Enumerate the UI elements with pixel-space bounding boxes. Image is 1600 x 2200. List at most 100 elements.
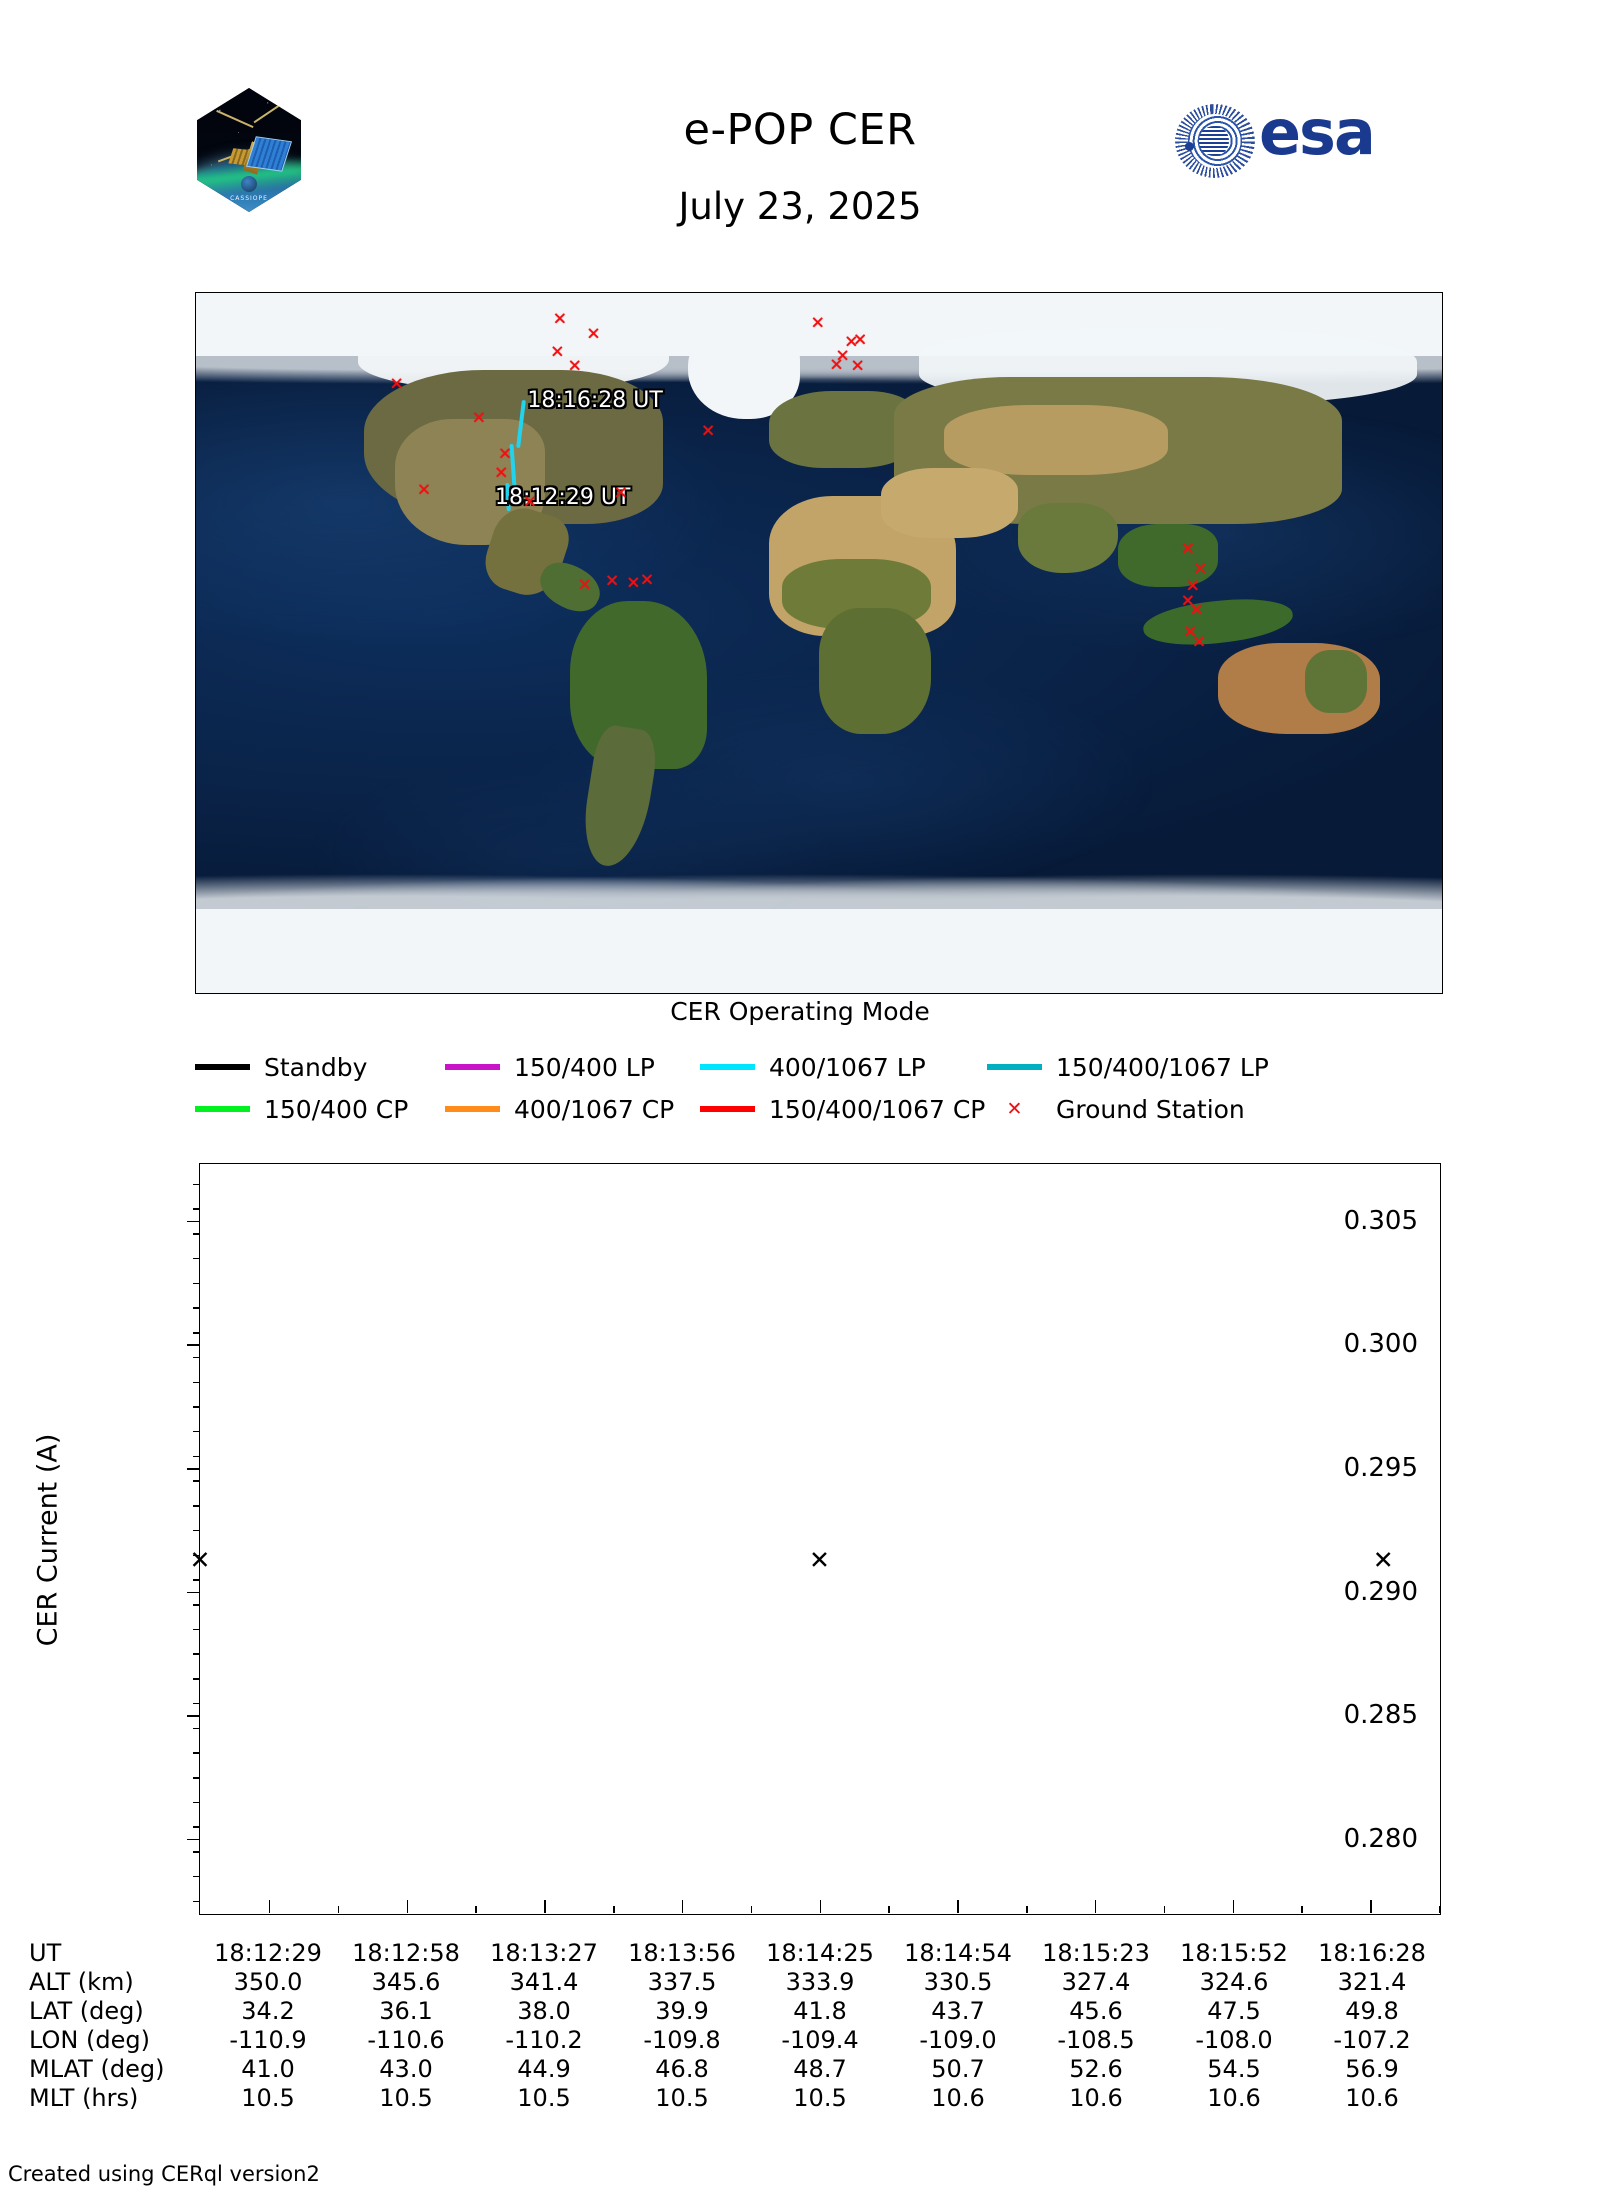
legend-item-150-400-1067-lp[interactable]: 150/400/1067 LP (987, 1053, 1269, 1082)
ground-station-icon: ✕ (1006, 1098, 1023, 1120)
y-axis-minor-tick (193, 1628, 200, 1631)
legend-item-standby[interactable]: Standby (195, 1053, 445, 1082)
ground-station-marker: ✕ (497, 444, 513, 465)
y-axis-minor-tick (193, 1529, 200, 1532)
antarctica-fringe (196, 874, 1442, 930)
table-cell: 10.5 (517, 2083, 571, 2112)
y-axis-minor-tick (193, 1579, 200, 1581)
y-axis-minor-tick (193, 1406, 200, 1408)
legend-item-150-400-1067-cp[interactable]: 150/400/1067 CP (700, 1095, 987, 1124)
y-axis-tick-label: 0.285 (1343, 1700, 1418, 1731)
legend: Standby 150/400 LP 400/1067 LP 150/400/1… (195, 1046, 1445, 1130)
ground-station-marker: ✕ (1189, 600, 1204, 621)
legend-item-400-1067-lp[interactable]: 400/1067 LP (700, 1053, 987, 1082)
x-axis-minor-tick (337, 1906, 340, 1913)
table-row-label: LAT (deg) (29, 1996, 144, 2025)
y-axis-minor-tick (193, 1727, 200, 1730)
table-row: LAT (deg) 34.2 36.1 38.0 39.9 41.8 43.7 45.6 47.… (29, 1996, 1441, 2025)
y-axis-minor-tick (193, 1505, 200, 1507)
table-cell: -109.0 (919, 2025, 997, 2054)
table-cell: -109.8 (643, 2025, 721, 2054)
legend-label: 150/400 CP (264, 1094, 409, 1124)
y-axis-minor-tick (193, 1777, 200, 1779)
table-cell: 44.9 (517, 2054, 571, 2083)
esa-logo: esa (1175, 98, 1450, 183)
ground-station-marker: ✕ (389, 374, 404, 395)
cassiope-badge-icon (241, 176, 257, 192)
y-axis-minor-tick (193, 1480, 200, 1482)
y-axis-minor-tick (193, 1678, 200, 1680)
legend-swatch (700, 1106, 755, 1112)
table-cell: 34.2 (241, 1996, 295, 2025)
y-axis-label: CER Current (A) (32, 1433, 64, 1647)
table-cell: 10.5 (655, 2083, 709, 2112)
legend-item-150-400-cp[interactable]: 150/400 CP (195, 1095, 445, 1124)
x-axis-tick (406, 1900, 408, 1913)
table-cell: 54.5 (1207, 2054, 1261, 2083)
y-axis-minor-tick (193, 1875, 200, 1878)
table-cell: 36.1 (379, 1996, 433, 2025)
esa-dot-icon (1184, 142, 1194, 152)
table-cell: 49.8 (1345, 1996, 1399, 2025)
table-cell: -110.6 (367, 2025, 445, 2054)
australia-coast (1304, 650, 1368, 713)
cassiope-wordmark: CASSIOPE (230, 195, 268, 202)
y-axis-minor-tick (193, 1233, 200, 1235)
footer-note: Created using CERql version2 (8, 2162, 320, 2186)
y-axis-minor-tick (193, 1554, 200, 1557)
ground-station-marker: ✕ (550, 342, 565, 363)
esa-inner-e-icon (1199, 126, 1230, 156)
legend-label: 150/400 LP (514, 1052, 655, 1082)
table-cell: 350.0 (233, 1967, 303, 1996)
table-row: MLT (hrs) 10.5 10.5 10.5 10.5 10.5 10.6 10.6 10.… (29, 2083, 1441, 2112)
table-cell: 10.5 (793, 2083, 847, 2112)
ground-station-marker: ✕ (522, 492, 538, 513)
table-cell: 18:12:58 (352, 1938, 460, 1967)
table-row: MLAT (deg) 41.0 43.0 44.9 46.8 48.7 50.7 52.6 54… (29, 2054, 1441, 2083)
table-cell: 38.0 (517, 1996, 571, 2025)
y-axis-minor-tick (193, 1653, 200, 1655)
table-cell: 341.4 (509, 1967, 579, 1996)
table-row: UT 18:12:29 18:12:58 18:13:27 18:13:56 18:14:… (29, 1938, 1441, 1967)
y-axis-minor-tick (193, 1900, 200, 1903)
table-cell: 48.7 (793, 2054, 847, 2083)
table-cell: 52.6 (1069, 2054, 1123, 2083)
table-cell: 18:16:28 (1318, 1938, 1426, 1967)
ground-station-marker: ✕ (567, 356, 582, 376)
legend-item-ground-station[interactable]: ✕ Ground Station (987, 1095, 1245, 1124)
ground-station-marker: ✕ (1193, 559, 1208, 580)
legend-row-1: Standby 150/400 LP 400/1067 LP 150/400/1… (195, 1046, 1445, 1088)
ground-station-marker: ✕ (829, 355, 844, 376)
table-cell: 333.9 (785, 1967, 855, 1996)
table-cell: 41.8 (793, 1996, 847, 2025)
table-cell: 10.6 (1207, 2083, 1261, 2112)
ground-station-marker: ✕ (1191, 632, 1207, 653)
table-row-label: ALT (km) (29, 1967, 134, 1996)
table-row-label: MLT (hrs) (29, 2083, 139, 2112)
table-cell: 41.0 (241, 2054, 295, 2083)
ground-station-marker: ✕ (700, 421, 716, 442)
ground-station-marker: ✕ (586, 324, 601, 345)
legend-item-400-1067-cp[interactable]: 400/1067 CP (445, 1095, 700, 1124)
cassiope-logo: CASSIOPE (194, 85, 304, 215)
table-cell: 330.5 (923, 1967, 993, 1996)
y-axis-minor-tick (193, 1826, 200, 1828)
legend-item-150-400-lp[interactable]: 150/400 LP (445, 1053, 700, 1082)
southeast-asia (1118, 524, 1218, 587)
y-axis-minor-tick (193, 1208, 200, 1210)
ground-station-marker: ✕ (844, 332, 859, 353)
x-axis-tick (544, 1900, 546, 1913)
x-axis-tick (1232, 1900, 1234, 1913)
table-cell: 18:14:25 (766, 1938, 874, 1967)
world-map-panel: 18:16:28 UT 18:12:29 UT ✕ ✕ ✕ ✕ ✕ ✕ ✕ ✕ ✕ ✕ ✕ ✕ ✕ ✕ ✕ ✕… (195, 292, 1443, 994)
x-axis-minor-tick (1301, 1906, 1303, 1913)
y-axis-minor-tick (193, 1430, 200, 1433)
y-axis-minor-tick (193, 1801, 200, 1804)
ground-station-marker: ✕ (1183, 622, 1198, 643)
middle-east (881, 468, 1019, 538)
cer-current-plot[interactable]: 0.280 0.285 0.290 0.295 0.300 0.305 ✕ ✕ ✕ (187, 1163, 1441, 1915)
y-axis-tick (187, 1715, 200, 1717)
legend-label: 400/1067 CP (514, 1094, 675, 1124)
table-cell: 10.5 (379, 2083, 433, 2112)
table-cell: 324.6 (1199, 1967, 1269, 1996)
